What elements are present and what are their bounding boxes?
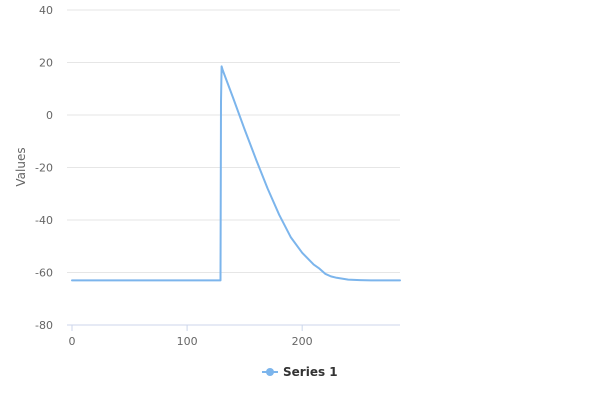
legend-label-series-1: Series 1 bbox=[283, 365, 338, 379]
y-tick-label: 40 bbox=[39, 4, 53, 17]
y-tick-label: -80 bbox=[35, 319, 53, 332]
grid-lines bbox=[67, 9, 400, 326]
x-tick-label: 200 bbox=[292, 335, 313, 348]
legend-marker-icon bbox=[266, 368, 274, 376]
x-tick-label: 0 bbox=[69, 335, 76, 348]
series-layer bbox=[71, 65, 401, 282]
axes bbox=[67, 324, 400, 331]
series-line-1[interactable] bbox=[71, 65, 401, 282]
y-tick-label: -20 bbox=[35, 162, 53, 175]
legend[interactable]: Series 1 bbox=[262, 365, 338, 379]
y-tick-label: -60 bbox=[35, 267, 53, 280]
y-tick-label: 20 bbox=[39, 57, 53, 70]
y-axis-title: Values bbox=[14, 147, 28, 186]
y-tick-label: -40 bbox=[35, 214, 53, 227]
y-tick-label: 0 bbox=[46, 109, 53, 122]
x-tick-label: 100 bbox=[177, 335, 198, 348]
